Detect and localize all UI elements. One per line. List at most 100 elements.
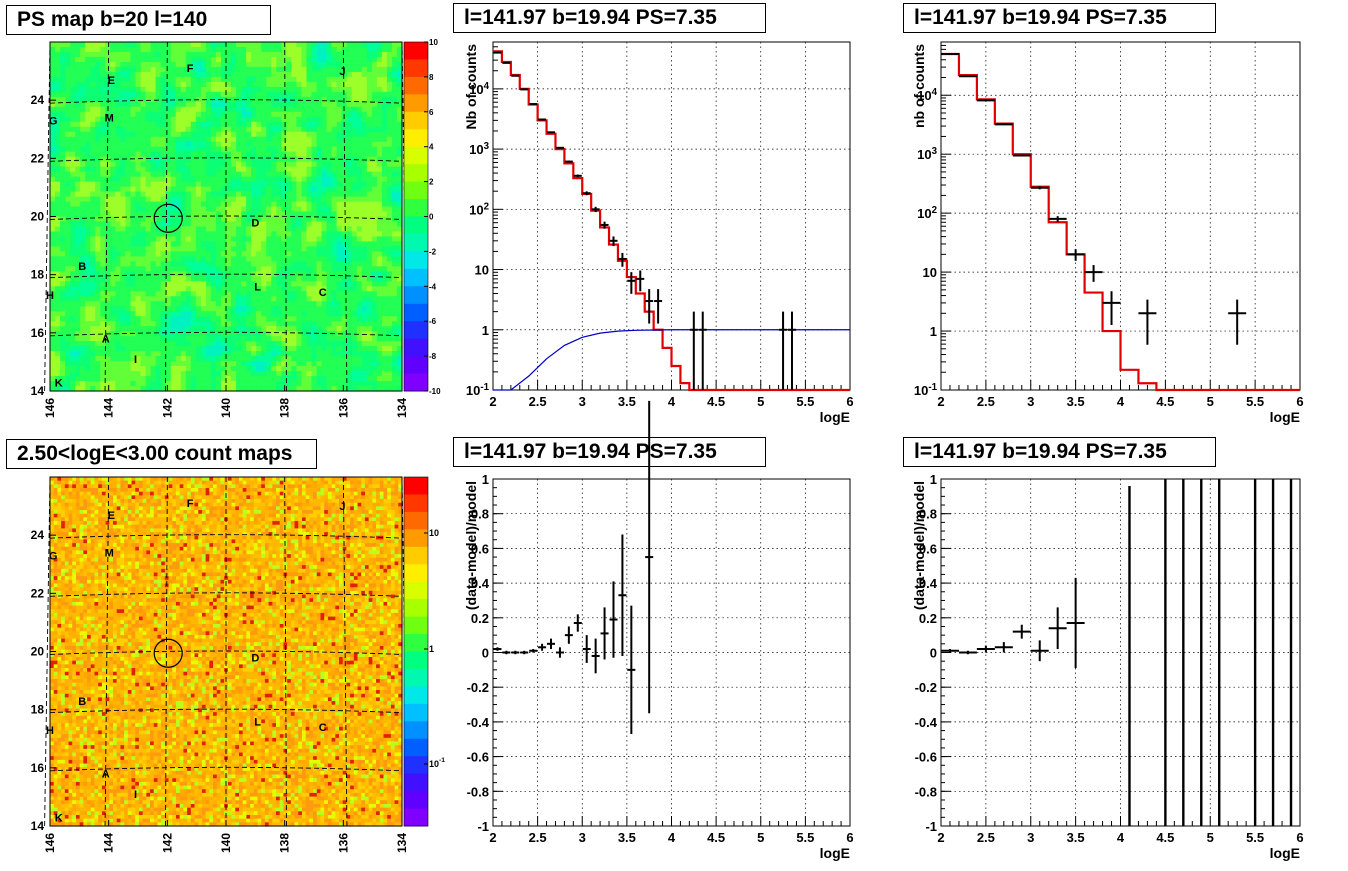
map-cell xyxy=(361,286,368,292)
map-cell xyxy=(366,271,373,277)
map-cell xyxy=(190,256,197,262)
map-cell xyxy=(241,186,247,193)
map-cell xyxy=(70,111,76,118)
map-cell xyxy=(336,366,343,372)
map-cell xyxy=(210,176,217,183)
map-cell xyxy=(105,286,111,292)
map-cell xyxy=(251,181,257,188)
map-cell xyxy=(236,71,242,78)
map-cell xyxy=(341,286,348,292)
map-cell xyxy=(100,276,106,282)
map-cell xyxy=(205,311,212,317)
map-cell xyxy=(396,191,403,198)
map-cell xyxy=(215,86,222,93)
map-cell xyxy=(291,161,297,168)
map-cell xyxy=(155,301,162,307)
map-cell xyxy=(336,381,343,387)
map-cell xyxy=(291,321,297,327)
map-cell xyxy=(376,61,383,68)
map-cell xyxy=(366,241,373,248)
map-cell xyxy=(266,256,272,262)
map-cell xyxy=(296,356,303,362)
map-cell xyxy=(190,151,197,158)
map-cell xyxy=(231,311,237,317)
map-cell xyxy=(75,206,81,213)
map-cell xyxy=(135,176,142,183)
map-cell xyxy=(306,126,313,133)
map-cell xyxy=(85,331,91,337)
map-cell xyxy=(251,126,257,133)
map-cell xyxy=(220,276,227,282)
map-cell xyxy=(150,251,157,257)
map-cell xyxy=(236,106,242,113)
map-cell xyxy=(346,376,353,382)
map-cell xyxy=(110,161,116,168)
map-cell xyxy=(261,346,267,352)
map-cell xyxy=(246,301,252,307)
map-cell xyxy=(396,306,403,312)
map-cell xyxy=(85,276,91,282)
map-cell xyxy=(70,291,76,297)
map-cell xyxy=(326,201,333,208)
map-cell xyxy=(200,81,207,88)
map-cell xyxy=(336,321,343,327)
map-cell xyxy=(236,326,242,332)
map-cell xyxy=(351,211,358,218)
map-cell xyxy=(396,311,403,317)
map-cell xyxy=(261,96,267,103)
map-cell xyxy=(276,61,282,68)
map-cell xyxy=(145,306,152,312)
map-cell xyxy=(195,146,202,153)
map-cell xyxy=(386,151,393,158)
map-cell xyxy=(351,126,358,133)
map-cell xyxy=(251,311,257,317)
map-cell xyxy=(321,371,328,377)
map-cell xyxy=(296,51,303,58)
map-cell xyxy=(120,246,127,252)
map-cell xyxy=(336,221,343,228)
map-cell xyxy=(100,291,106,297)
map-cell xyxy=(331,306,338,312)
map-cell xyxy=(296,261,303,267)
map-cell xyxy=(286,106,292,113)
map-cell xyxy=(220,161,227,168)
map-cell xyxy=(346,206,353,213)
map-cell xyxy=(296,241,303,248)
map-cell xyxy=(396,256,403,262)
map-cell xyxy=(155,171,162,178)
map-cell xyxy=(396,96,403,103)
map-cell xyxy=(311,306,318,312)
map-cell xyxy=(200,361,207,367)
map-cell xyxy=(321,111,328,118)
map-cell xyxy=(246,111,252,118)
map-cell xyxy=(165,296,172,302)
map-cell xyxy=(361,251,368,257)
map-cell xyxy=(376,241,383,248)
map-cell xyxy=(195,251,202,257)
map-cell xyxy=(50,336,56,342)
map-cell xyxy=(301,76,308,83)
map-cell xyxy=(195,366,202,372)
map-cell xyxy=(231,116,237,123)
map-cell xyxy=(276,236,282,243)
map-cell xyxy=(190,71,197,78)
map-cell xyxy=(145,141,152,148)
map-cell xyxy=(331,366,338,372)
map-cell xyxy=(95,351,101,357)
map-cell xyxy=(85,356,91,362)
map-cell xyxy=(115,241,121,248)
source-label: J xyxy=(339,66,345,78)
map-cell xyxy=(85,66,91,73)
map-cell xyxy=(316,126,323,133)
map-cell xyxy=(356,166,363,173)
map-cell xyxy=(236,256,242,262)
map-cell xyxy=(246,291,252,297)
map-cell xyxy=(70,166,76,173)
map-cell xyxy=(316,276,323,282)
map-cell xyxy=(381,66,388,73)
map-cell xyxy=(125,91,132,98)
map-cell xyxy=(271,206,277,213)
map-cell xyxy=(271,81,277,88)
map-cell xyxy=(105,236,111,243)
map-cell xyxy=(205,241,212,248)
